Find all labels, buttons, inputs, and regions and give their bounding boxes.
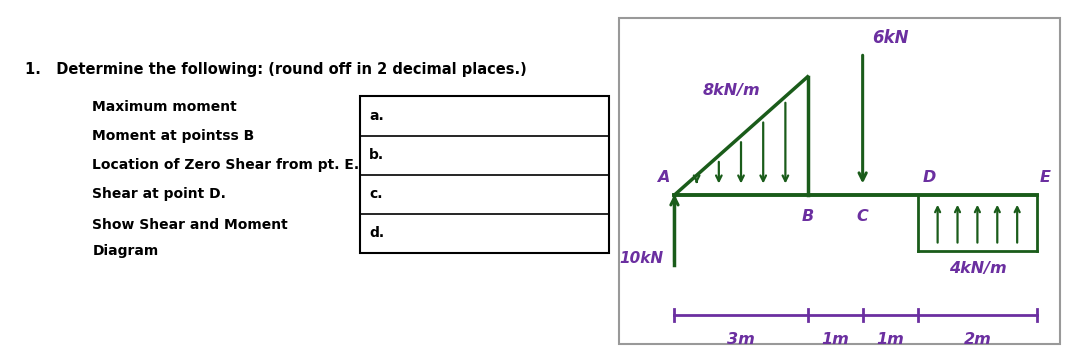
Text: 1.   Determine the following: (round off in 2 decimal places.): 1. Determine the following: (round off i… — [25, 62, 526, 77]
Text: d.: d. — [369, 226, 384, 240]
Bar — [360, 96, 609, 253]
Text: 6kN: 6kN — [872, 29, 908, 47]
Text: a.: a. — [369, 109, 384, 123]
Text: 2m: 2m — [963, 332, 991, 347]
Text: A: A — [658, 170, 670, 185]
Text: Location of Zero Shear from pt. E.: Location of Zero Shear from pt. E. — [92, 158, 360, 172]
Text: 1m: 1m — [821, 332, 849, 347]
Text: 1m: 1m — [876, 332, 904, 347]
Text: D: D — [922, 170, 935, 185]
Text: Show Shear and Moment: Show Shear and Moment — [92, 218, 288, 232]
Text: Maximum moment: Maximum moment — [92, 100, 238, 114]
Text: B: B — [801, 209, 813, 224]
Text: Moment at pointss B: Moment at pointss B — [92, 129, 255, 143]
Text: Diagram: Diagram — [92, 244, 159, 258]
Text: 4kN/m: 4kN/m — [948, 261, 1007, 276]
Text: b.: b. — [369, 148, 384, 162]
Text: E: E — [1039, 170, 1050, 185]
Text: 10kN: 10kN — [620, 250, 663, 266]
Text: c.: c. — [369, 187, 382, 201]
Text: 8kN/m: 8kN/m — [703, 83, 760, 98]
Text: 3m: 3m — [727, 332, 755, 347]
Text: Shear at point D.: Shear at point D. — [92, 187, 226, 201]
Text: C: C — [856, 209, 868, 224]
